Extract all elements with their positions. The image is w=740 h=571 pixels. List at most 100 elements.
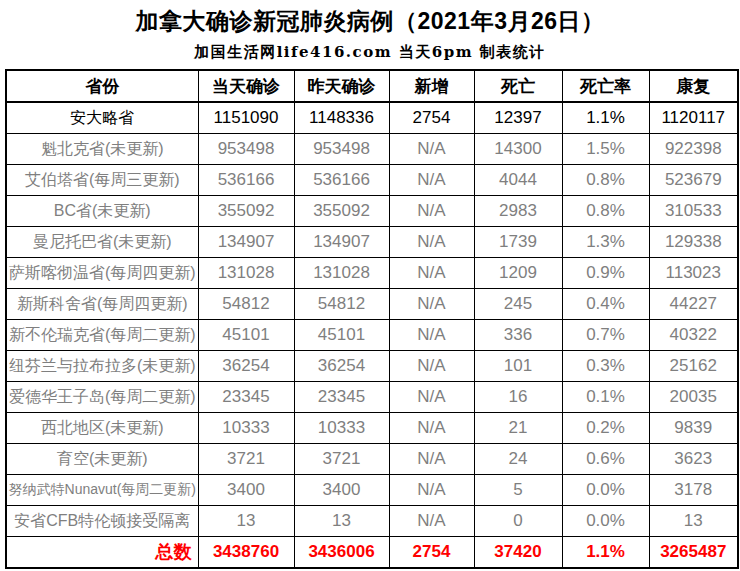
value-cell: N/A	[389, 134, 474, 165]
province-name-cell: 艾伯塔省(每周三更新)	[6, 165, 198, 196]
table-row: BC省(未更新)355092355092N/A29830.8%310533	[6, 196, 738, 227]
value-cell: 113023	[649, 258, 738, 289]
value-cell: 134907	[294, 227, 389, 258]
column-header-today-confirmed: 当天确诊	[198, 70, 294, 102]
column-header-deaths: 死亡	[474, 70, 562, 102]
value-cell: 36254	[294, 351, 389, 382]
value-cell: N/A	[389, 351, 474, 382]
province-name-cell: 安省CFB特伦顿接受隔离	[6, 506, 198, 537]
page-subtitle: 加国生活网life416.com 当天6pm 制表统计	[0, 43, 740, 62]
value-cell: 10333	[198, 413, 294, 444]
value-cell: N/A	[389, 165, 474, 196]
value-cell: 54812	[294, 289, 389, 320]
value-cell: 10333	[294, 413, 389, 444]
value-cell: 134907	[198, 227, 294, 258]
province-name-cell: 安大略省	[6, 102, 198, 134]
value-cell: 953498	[294, 134, 389, 165]
table-row: 西北地区(未更新)1033310333N/A210.2%9839	[6, 413, 738, 444]
value-cell: 2754	[389, 102, 474, 134]
value-cell: 1120117	[649, 102, 738, 134]
value-cell: 131028	[198, 258, 294, 289]
table-row: 安省CFB特伦顿接受隔离1313N/A00.0%13	[6, 506, 738, 537]
value-cell: 16	[474, 382, 562, 413]
value-cell: 45101	[198, 320, 294, 351]
value-cell: N/A	[389, 320, 474, 351]
column-header-new-cases: 新增	[389, 70, 474, 102]
province-name-cell: 努纳武特Nunavut(每周二更新)	[6, 475, 198, 506]
table-row: 纽芬兰与拉布拉多(未更新)3625436254N/A1010.3%25162	[6, 351, 738, 382]
table-row: 魁北克省(未更新)953498953498N/A143001.5%922398	[6, 134, 738, 165]
value-cell: 336	[474, 320, 562, 351]
total-row: 总数 3438760 3436006 2754 37420 1.1% 32654…	[6, 537, 738, 569]
province-name-cell: 魁北克省(未更新)	[6, 134, 198, 165]
value-cell: 355092	[294, 196, 389, 227]
value-cell: N/A	[389, 413, 474, 444]
value-cell: 1148336	[294, 102, 389, 134]
table-row: 努纳武特Nunavut(每周二更新)34003400N/A50.0%3178	[6, 475, 738, 506]
province-name-cell: 纽芬兰与拉布拉多(未更新)	[6, 351, 198, 382]
value-cell: 0.7%	[562, 320, 649, 351]
value-cell: 3178	[649, 475, 738, 506]
value-cell: 13	[198, 506, 294, 537]
value-cell: 1.1%	[562, 102, 649, 134]
value-cell: 1.5%	[562, 134, 649, 165]
column-header-recovered: 康复	[649, 70, 738, 102]
value-cell: 536166	[294, 165, 389, 196]
province-name-cell: 新斯科舍省(每周四更新)	[6, 289, 198, 320]
value-cell: 1.3%	[562, 227, 649, 258]
value-cell: 3400	[294, 475, 389, 506]
total-today-confirmed: 3438760	[198, 537, 294, 569]
value-cell: 54812	[198, 289, 294, 320]
table-body: 安大略省115109011483362754123971.1%1120117魁北…	[6, 102, 738, 537]
value-cell: 355092	[198, 196, 294, 227]
value-cell: 40322	[649, 320, 738, 351]
value-cell: 0	[474, 506, 562, 537]
value-cell: 0.0%	[562, 475, 649, 506]
value-cell: 0.4%	[562, 289, 649, 320]
value-cell: 0.2%	[562, 413, 649, 444]
total-recovered: 3265487	[649, 537, 738, 569]
table-row: 爱德华王子岛(每周二更新)2334523345N/A160.1%20035	[6, 382, 738, 413]
province-name-cell: 曼尼托巴省(未更新)	[6, 227, 198, 258]
value-cell: N/A	[389, 444, 474, 475]
value-cell: N/A	[389, 382, 474, 413]
total-new-cases: 2754	[389, 537, 474, 569]
value-cell: N/A	[389, 506, 474, 537]
value-cell: 0.9%	[562, 258, 649, 289]
page: 加拿大确诊新冠肺炎病例（2021年3月26日） 加国生活网life416.com…	[0, 0, 740, 569]
value-cell: 25162	[649, 351, 738, 382]
province-name-cell: BC省(未更新)	[6, 196, 198, 227]
value-cell: 12397	[474, 102, 562, 134]
value-cell: 5	[474, 475, 562, 506]
value-cell: 0.8%	[562, 165, 649, 196]
value-cell: N/A	[389, 227, 474, 258]
value-cell: 24	[474, 444, 562, 475]
province-name-cell: 西北地区(未更新)	[6, 413, 198, 444]
value-cell: N/A	[389, 196, 474, 227]
value-cell: 45101	[294, 320, 389, 351]
table-row: 新斯科舍省(每周四更新)5481254812N/A2450.4%44227	[6, 289, 738, 320]
value-cell: N/A	[389, 475, 474, 506]
value-cell: 3721	[294, 444, 389, 475]
value-cell: 1151090	[198, 102, 294, 134]
value-cell: 101	[474, 351, 562, 382]
value-cell: 245	[474, 289, 562, 320]
value-cell: 0.3%	[562, 351, 649, 382]
column-header-death-rate: 死亡率	[562, 70, 649, 102]
column-header-province: 省份	[6, 70, 198, 102]
total-deaths: 37420	[474, 537, 562, 569]
table-row: 安大略省115109011483362754123971.1%1120117	[6, 102, 738, 134]
value-cell: 131028	[294, 258, 389, 289]
value-cell: 3623	[649, 444, 738, 475]
province-name-cell: 育空(未更新)	[6, 444, 198, 475]
table-row: 艾伯塔省(每周三更新)536166536166N/A40440.8%523679	[6, 165, 738, 196]
value-cell: 3400	[198, 475, 294, 506]
value-cell: 129338	[649, 227, 738, 258]
value-cell: 23345	[198, 382, 294, 413]
page-title: 加拿大确诊新冠肺炎病例（2021年3月26日）	[0, 0, 740, 35]
value-cell: 1739	[474, 227, 562, 258]
header-row: 省份 当天确诊 昨天确诊 新增 死亡 死亡率 康复	[6, 70, 738, 102]
value-cell: N/A	[389, 258, 474, 289]
value-cell: N/A	[389, 289, 474, 320]
value-cell: 21	[474, 413, 562, 444]
